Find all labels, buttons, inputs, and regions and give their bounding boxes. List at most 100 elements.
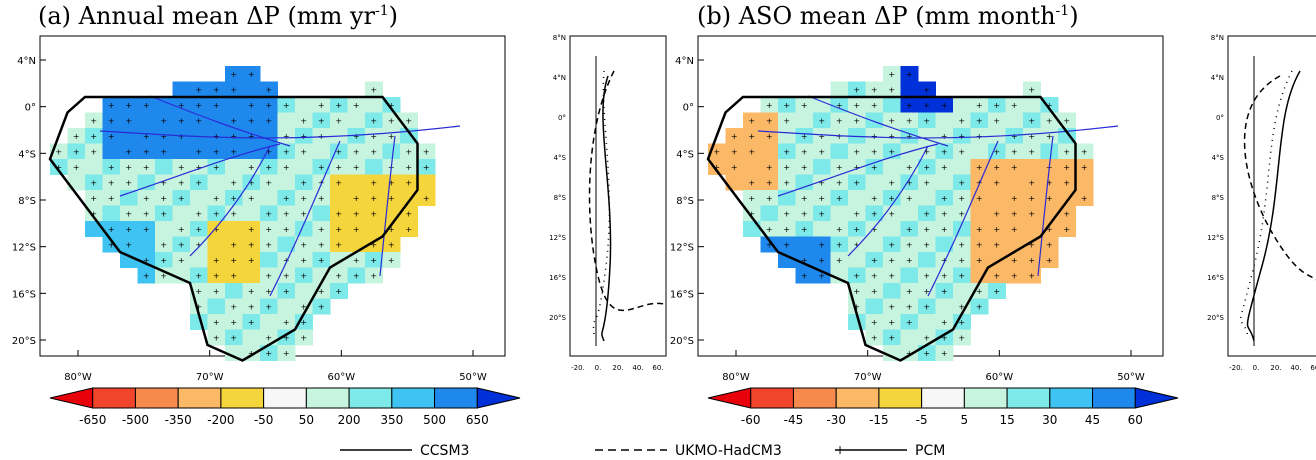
grid-cell	[1023, 190, 1041, 206]
colorbar-label: -200	[207, 413, 234, 427]
significance-mark: +	[853, 302, 860, 311]
grid-cell	[225, 66, 243, 82]
grid-cell	[900, 190, 919, 206]
grid-cell	[67, 174, 86, 191]
significance-mark: +	[405, 209, 412, 218]
river-line	[379, 135, 396, 277]
grid-cell	[295, 252, 313, 268]
significance-mark: +	[1028, 209, 1035, 218]
grid-cell	[883, 298, 901, 315]
grid-cell	[242, 190, 261, 206]
grid-cell	[988, 236, 1006, 253]
grid-cell	[848, 267, 866, 284]
significance-mark: +	[836, 163, 843, 172]
grid-cell	[935, 283, 954, 299]
significance-mark: +	[125, 225, 132, 234]
colorbar-swatch	[792, 387, 837, 409]
significance-mark: +	[958, 147, 965, 156]
significance-mark: +	[1028, 256, 1035, 265]
significance-mark: +	[230, 178, 237, 187]
significance-mark: +	[923, 101, 930, 110]
grid-cell	[120, 236, 138, 253]
grid-cell	[883, 314, 901, 330]
significance-mark: +	[853, 178, 860, 187]
significance-mark: +	[853, 147, 860, 156]
significance-mark: +	[1063, 147, 1070, 156]
significance-mark: +	[836, 194, 843, 203]
colorbar-swatch	[348, 387, 393, 409]
grid-cell	[242, 81, 261, 98]
grid-cell	[953, 329, 971, 346]
grid-cell	[137, 267, 156, 284]
colorbar-label: 5	[961, 413, 969, 427]
significance-mark: +	[248, 240, 255, 249]
significance-mark: +	[283, 287, 290, 296]
significance-mark: +	[248, 132, 255, 141]
significance-mark: +	[318, 240, 325, 249]
grid-cell	[883, 267, 901, 284]
grid-cell	[225, 236, 243, 253]
significance-mark: +	[265, 85, 272, 94]
grid-cell	[900, 267, 919, 284]
significance-mark: +	[958, 132, 965, 141]
significance-mark: +	[318, 287, 325, 296]
significance-mark: +	[976, 225, 983, 234]
significance-mark: +	[871, 287, 878, 296]
grid-cell	[242, 221, 261, 237]
grid-cell	[813, 128, 831, 144]
significance-mark: +	[1046, 178, 1053, 187]
significance-mark: +	[818, 116, 825, 125]
grid-cell	[1023, 159, 1041, 175]
colorbar-swatch	[1092, 387, 1136, 409]
grid-cell	[347, 205, 366, 222]
grid-cell	[102, 190, 121, 206]
grid-cell	[813, 190, 831, 206]
grid-cell	[830, 143, 849, 160]
significance-mark: +	[195, 287, 202, 296]
grid-cell	[865, 81, 884, 98]
grid-cell	[953, 267, 971, 284]
grid-cell	[417, 143, 436, 160]
ccsm3-profile	[601, 75, 612, 342]
grid-cell	[1005, 236, 1024, 253]
significance-mark: +	[90, 209, 97, 218]
grid-cell	[155, 159, 173, 175]
grid-cell	[172, 174, 191, 191]
grid-cell	[795, 221, 814, 237]
significance-mark: +	[178, 132, 185, 141]
profile-x-label: 0.	[1253, 364, 1260, 372]
significance-mark: +	[213, 101, 220, 110]
significance-mark: +	[143, 101, 150, 110]
grid-cell	[225, 267, 243, 284]
grid-cell	[865, 329, 884, 346]
grid-cell	[155, 221, 173, 237]
significance-mark: +	[1063, 116, 1070, 125]
significance-mark: +	[1028, 194, 1035, 203]
colorbar-label: -5	[916, 413, 928, 427]
grid-cell	[830, 190, 849, 206]
significance-mark: +	[143, 147, 150, 156]
significance-mark: +	[888, 318, 895, 327]
profile-frame	[1227, 35, 1316, 357]
grid-cell	[260, 97, 278, 113]
significance-mark: +	[248, 163, 255, 172]
significance-mark: +	[1063, 163, 1070, 172]
significance-mark: +	[941, 225, 948, 234]
significance-mark: +	[871, 132, 878, 141]
significance-mark: +	[143, 225, 150, 234]
grid-cell	[778, 236, 796, 253]
grid-cell	[1005, 221, 1024, 237]
river-line	[777, 143, 939, 197]
grid-cell	[137, 159, 156, 175]
profile-lat-label: 8°N	[553, 34, 566, 42]
grid-cell	[207, 329, 226, 346]
grid-cell	[865, 112, 884, 129]
significance-mark: +	[853, 85, 860, 94]
significance-mark: +	[248, 256, 255, 265]
significance-mark: +	[318, 194, 325, 203]
significance-mark: +	[836, 101, 843, 110]
grid-cell	[918, 174, 936, 191]
grid-cell	[953, 314, 971, 330]
significance-mark: +	[248, 70, 255, 79]
significance-mark: +	[230, 85, 237, 94]
